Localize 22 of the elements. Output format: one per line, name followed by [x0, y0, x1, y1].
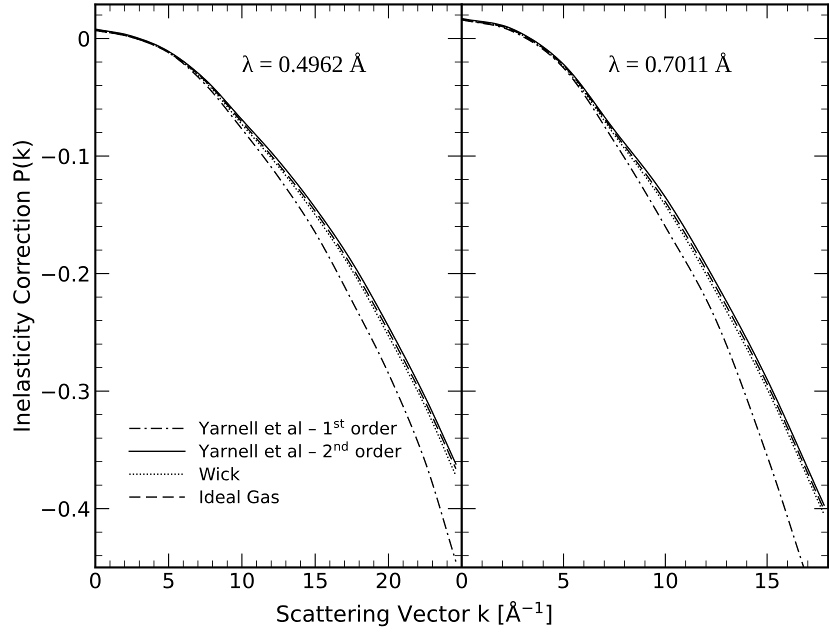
y-tick-label: 0: [78, 30, 90, 47]
y-tick-label: −0.4: [42, 501, 90, 517]
x-tick-label: 5: [558, 572, 568, 588]
y-tick-label: −0.3: [42, 384, 89, 400]
y-tick-label: −0.2: [42, 266, 88, 282]
x-tick-label: 15: [756, 572, 779, 588]
y-tick-label: −0.1: [42, 148, 89, 164]
y-axis-title: Inelasticity Correction P(k): [12, 141, 34, 431]
x-tick-label: 10: [230, 572, 254, 588]
x-tick-label: 10: [654, 572, 678, 588]
legend-label: Yarnell et al – 2$^{nd}$ order: [198, 441, 402, 458]
annotation: λ = 0.4962 Å: [242, 52, 366, 72]
x-tick-label: 0: [456, 572, 467, 588]
annotation: λ = 0.7011 Å: [608, 52, 732, 72]
x-tick-label: 5: [164, 572, 174, 588]
legend-label: Ideal Gas: [200, 490, 279, 504]
x-tick-label: 20: [376, 572, 400, 588]
x-tick-label: 0: [90, 572, 101, 588]
legend-label: Yarnell et al – 1$^{st}$ order: [198, 419, 398, 435]
legend-label: Wick: [199, 467, 240, 481]
x-tick-label: 15: [304, 572, 327, 588]
x-axis-title: Scattering Vector k [Å$^{−1}$]: [277, 601, 552, 626]
